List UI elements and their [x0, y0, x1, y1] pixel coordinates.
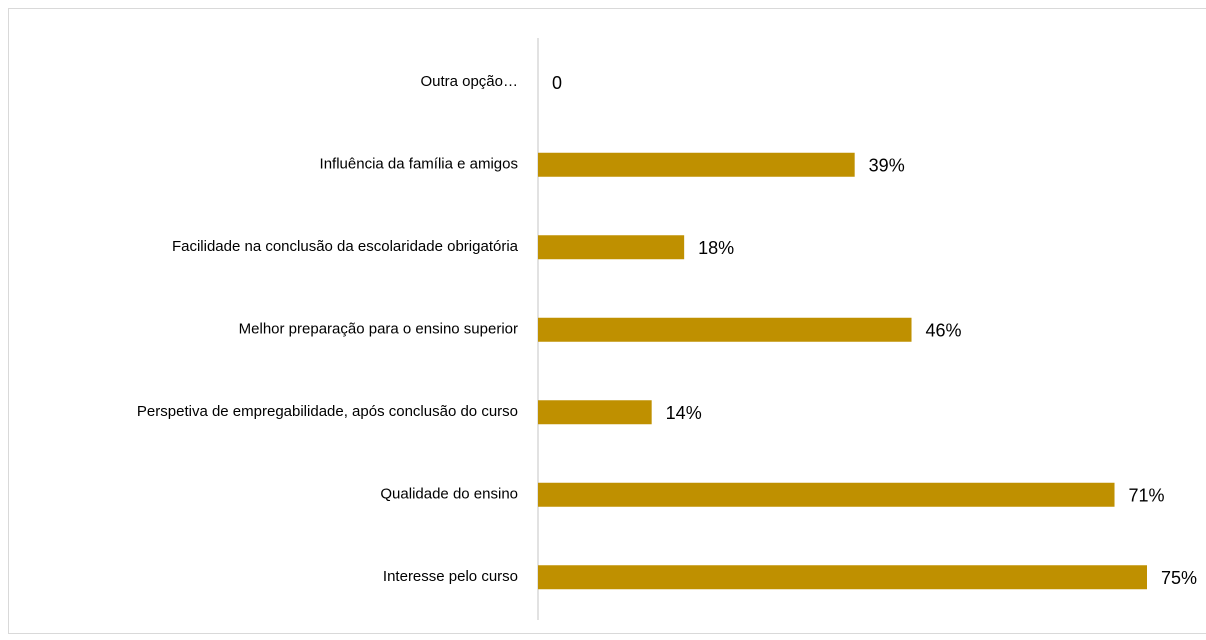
value-label: 18%: [698, 238, 734, 258]
category-label: Qualidade do ensino: [380, 486, 518, 503]
bar: [538, 400, 652, 425]
category-label: Interesse pelo curso: [383, 568, 518, 585]
bar: [538, 317, 912, 342]
value-label: 0: [552, 73, 562, 93]
bar: [538, 152, 855, 177]
bar: [538, 565, 1147, 590]
value-label: 46%: [926, 321, 962, 341]
category-label: Perspetiva de empregabilidade, após conc…: [137, 403, 518, 420]
category-label: Influência da família e amigos: [320, 156, 518, 173]
value-label: 75%: [1161, 568, 1197, 588]
bar: [538, 482, 1115, 507]
bar: [538, 235, 685, 260]
category-label: Melhor preparação para o ensino superior: [239, 321, 518, 338]
category-label: Facilidade na conclusão da escolaridade …: [172, 238, 519, 255]
value-label: 14%: [666, 403, 702, 423]
value-label: 39%: [869, 156, 905, 176]
category-label: Outra opção…: [420, 73, 518, 90]
value-label: 71%: [1129, 486, 1165, 506]
